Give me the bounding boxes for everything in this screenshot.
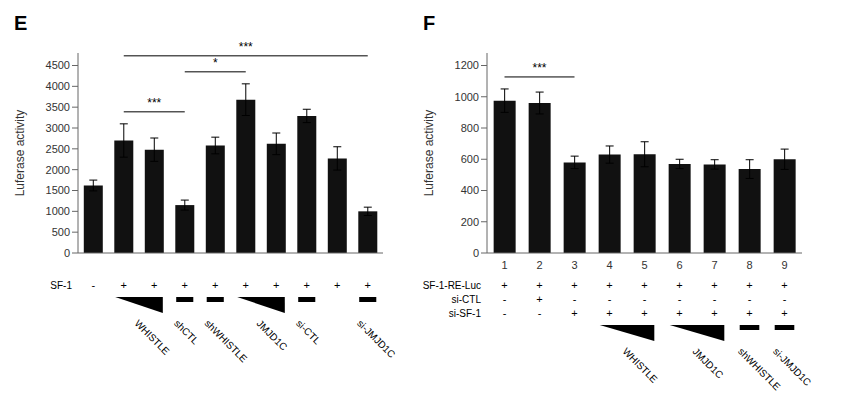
svg-text:-: - (783, 293, 787, 305)
svg-text:si-JMJD1C: si-JMJD1C (355, 318, 397, 360)
svg-text:SF-1-RE-Luc: SF-1-RE-Luc (423, 280, 481, 291)
svg-text:200: 200 (461, 216, 479, 228)
svg-text:JMJD1C: JMJD1C (254, 318, 289, 353)
svg-text:0: 0 (473, 247, 479, 259)
svg-text:-: - (503, 293, 507, 305)
svg-text:3500: 3500 (46, 101, 70, 113)
svg-text:***: *** (532, 61, 546, 75)
svg-text:+: + (711, 279, 717, 291)
svg-text:*: * (213, 56, 218, 70)
svg-text:-: - (678, 293, 682, 305)
svg-text:4500: 4500 (46, 59, 70, 71)
svg-text:-: - (608, 293, 612, 305)
svg-text:5: 5 (641, 259, 647, 271)
svg-text:+: + (676, 279, 682, 291)
svg-text:+: + (151, 279, 157, 291)
svg-text:+: + (273, 279, 279, 291)
svg-text:9: 9 (781, 259, 787, 271)
svg-text:+: + (711, 307, 717, 319)
svg-text:+: + (536, 279, 542, 291)
svg-text:SF-1: SF-1 (50, 280, 72, 291)
svg-text:+: + (746, 279, 752, 291)
svg-text:+: + (243, 279, 249, 291)
svg-text:3000: 3000 (46, 122, 70, 134)
svg-text:+: + (571, 307, 577, 319)
svg-text:+: + (501, 279, 507, 291)
svg-text:+: + (606, 307, 612, 319)
svg-text:Luferase activity: Luferase activity (13, 110, 27, 197)
svg-text:3: 3 (571, 259, 577, 271)
svg-text:4000: 4000 (46, 80, 70, 92)
svg-text:1000: 1000 (46, 205, 70, 217)
svg-text:JMJD1C: JMJD1C (690, 346, 725, 381)
svg-text:+: + (676, 307, 682, 319)
svg-text:1500: 1500 (46, 184, 70, 196)
svg-text:+: + (781, 307, 787, 319)
svg-text:+: + (365, 279, 371, 291)
svg-text:800: 800 (461, 122, 479, 134)
svg-text:400: 400 (461, 184, 479, 196)
svg-text:***: *** (147, 96, 161, 110)
svg-text:+: + (121, 279, 127, 291)
svg-text:+: + (641, 307, 647, 319)
svg-text:+: + (781, 279, 787, 291)
svg-text:2000: 2000 (46, 164, 70, 176)
svg-text:-: - (713, 293, 717, 305)
svg-text:si-CTL: si-CTL (294, 318, 323, 347)
svg-text:F: F (423, 12, 435, 34)
svg-text:WHISTLE: WHISTLE (620, 346, 659, 385)
svg-text:+: + (182, 279, 188, 291)
svg-text:+: + (606, 279, 612, 291)
svg-text:-: - (538, 307, 542, 319)
svg-text:2: 2 (536, 259, 542, 271)
svg-text:+: + (571, 279, 577, 291)
svg-text:+: + (536, 293, 542, 305)
svg-text:-: - (503, 307, 507, 319)
svg-text:-: - (748, 293, 752, 305)
svg-text:***: *** (239, 40, 253, 54)
svg-text:shCTL: shCTL (172, 318, 201, 347)
svg-text:shWHISTLE: shWHISTLE (203, 318, 250, 365)
svg-text:1200: 1200 (455, 59, 479, 71)
svg-text:1: 1 (501, 259, 507, 271)
svg-text:2500: 2500 (46, 143, 70, 155)
svg-text:si-SF-1: si-SF-1 (449, 308, 482, 319)
svg-text:+: + (212, 279, 218, 291)
svg-text:shWHISTLE: shWHISTLE (736, 346, 783, 393)
svg-text:E: E (14, 12, 27, 34)
svg-text:1000: 1000 (455, 91, 479, 103)
svg-text:+: + (334, 279, 340, 291)
svg-text:7: 7 (711, 259, 717, 271)
svg-text:500: 500 (52, 226, 70, 238)
svg-text:6: 6 (676, 259, 682, 271)
svg-text:+: + (641, 279, 647, 291)
svg-text:WHISTLE: WHISTLE (132, 318, 171, 357)
svg-text:0: 0 (64, 247, 70, 259)
svg-text:Luferase activity: Luferase activity (422, 110, 436, 197)
svg-text:-: - (643, 293, 647, 305)
svg-text:-: - (573, 293, 577, 305)
svg-text:si-JMJD1C: si-JMJD1C (771, 346, 813, 388)
svg-text:8: 8 (746, 259, 752, 271)
svg-text:+: + (304, 279, 310, 291)
svg-text:+: + (746, 307, 752, 319)
svg-text:-: - (91, 279, 95, 291)
svg-text:600: 600 (461, 153, 479, 165)
svg-text:4: 4 (606, 259, 612, 271)
svg-text:si-CTL: si-CTL (452, 294, 482, 305)
